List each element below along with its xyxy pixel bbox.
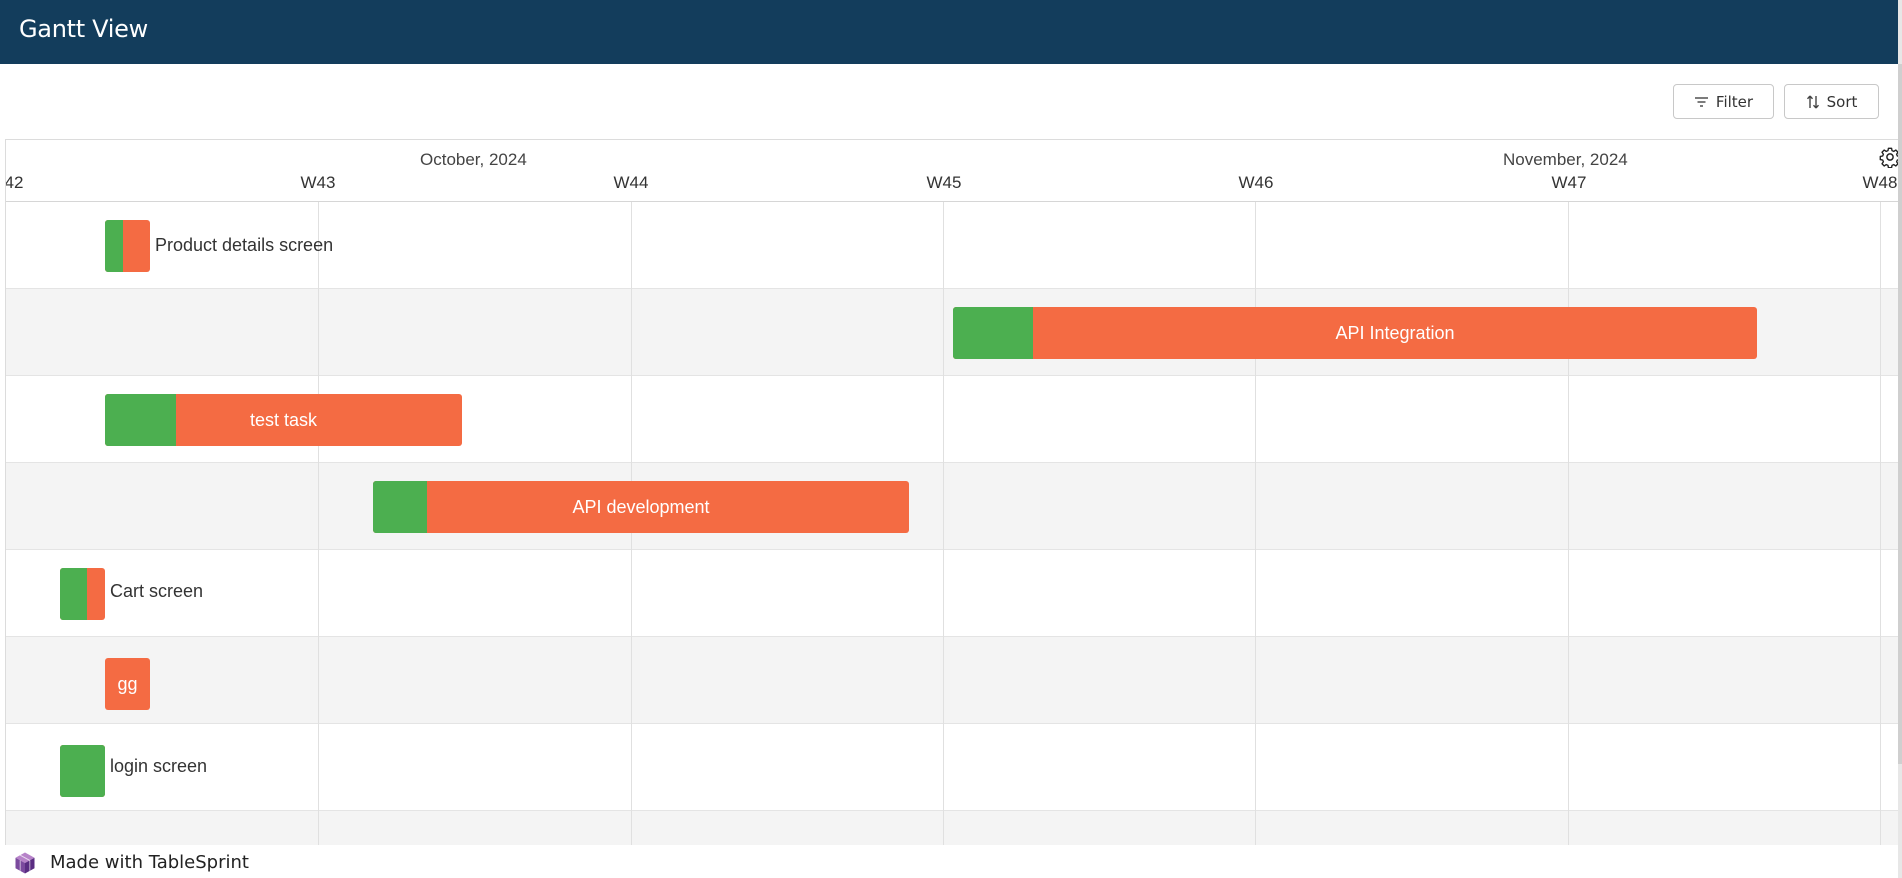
week-gridline [1880,202,1881,845]
task-row [6,811,1898,845]
task-label: gg [117,673,138,694]
task-bar[interactable]: API development [373,481,909,533]
vertical-scrollbar-thumb[interactable] [1898,64,1902,764]
task-label: Cart screen [110,581,204,601]
task-label: test task [249,409,318,430]
week-gridline [943,202,944,845]
footer: Made with TableSprint [0,846,1898,878]
task-progress [105,220,123,272]
week-gridline [1255,202,1256,845]
task-row [6,550,1898,637]
task-label: Product details screen [155,235,334,255]
tablesprint-logo-icon[interactable] [13,851,37,875]
task-progress [105,394,177,446]
task-row [6,376,1898,463]
week-label: W47 [1551,173,1587,192]
week-label: W43 [300,173,336,192]
footer-credit[interactable]: Made with TableSprint [50,852,249,873]
task-bar[interactable]: API Integration [953,307,1757,359]
task-label: API development [572,496,710,517]
month-label: November, 2024 [1503,150,1628,169]
week-label: W46 [1238,173,1274,192]
page-title: Gantt View [19,15,148,43]
gear-icon[interactable] [1879,146,1898,168]
gantt-chart: October, 2024 November, 2024 42 W43 W44 … [5,139,1898,845]
task-progress [373,481,427,533]
filter-icon [1694,96,1708,107]
filter-button[interactable]: Filter [1673,84,1774,119]
app-header: Gantt View [0,0,1898,64]
sort-button-label: Sort [1826,92,1858,111]
task-label: login screen [110,756,208,776]
week-label: W48 [1862,173,1898,192]
task-row [6,463,1898,550]
task-row [6,202,1898,289]
week-label: W45 [926,173,962,192]
task-row [6,637,1898,724]
task-rows [6,202,1898,845]
task-bar[interactable] [60,745,105,797]
sort-button[interactable]: Sort [1784,84,1879,119]
week-label: W44 [613,173,649,192]
week-gridline [318,202,319,845]
task-progress [60,568,87,620]
timeline-scale: October, 2024 November, 2024 42 W43 W44 … [6,140,1898,202]
task-progress [60,745,105,797]
task-bar[interactable] [105,220,150,272]
task-bar[interactable] [60,568,105,620]
task-progress [953,307,1034,359]
sort-icon [1806,95,1819,108]
month-label: October, 2024 [420,150,527,169]
filter-button-label: Filter [1715,92,1754,111]
week-label: 42 [5,173,24,192]
task-row [6,724,1898,811]
task-label: API Integration [1335,322,1455,343]
task-bar[interactable]: test task [105,394,462,446]
week-gridline [1568,202,1569,845]
task-bar[interactable]: gg [105,658,150,710]
